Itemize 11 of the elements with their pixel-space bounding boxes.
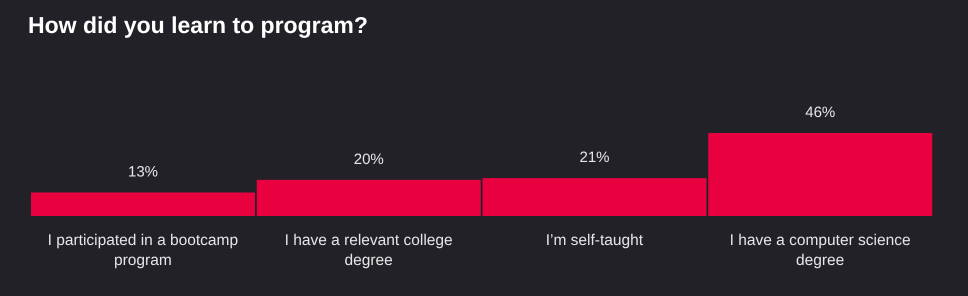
data-label: 46% — [805, 104, 836, 121]
data-label: 20% — [354, 150, 384, 168]
x-tick-label: I have a relevant college degree — [284, 232, 453, 270]
x-tick-label: I have a computer science degree — [730, 232, 911, 270]
x-tick-label: I participated in a bootcamp program — [48, 232, 238, 270]
bar — [31, 192, 255, 216]
data-label: 13% — [128, 164, 158, 181]
chart-title: How did you learn to program? — [28, 12, 368, 39]
data-label: 21% — [579, 149, 610, 166]
bar — [708, 133, 932, 216]
x-tick-label: I’m self-taught — [546, 232, 644, 250]
